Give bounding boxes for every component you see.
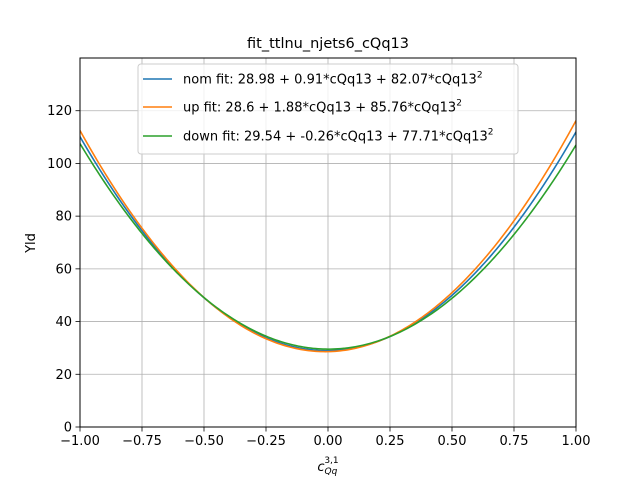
legend-label-1: up fit: 28.6 + 1.88*cQq13 + 85.76*cQq132 bbox=[183, 99, 462, 116]
y-tick-label: 60 bbox=[55, 262, 72, 277]
y-axis: 0 20 40 60 80 100 120 bbox=[47, 104, 80, 436]
x-tick-label: 0.50 bbox=[438, 434, 467, 449]
y-axis-label: Yld bbox=[24, 233, 39, 254]
x-tick-label: −0.75 bbox=[122, 434, 162, 449]
x-axis: −1.00 −0.75 −0.50 −0.25 0.00 0.25 0.50 0.75 1.00 bbox=[60, 427, 590, 449]
x-axis-label: cQq3,1 bbox=[317, 456, 338, 477]
x-tick-label: −0.50 bbox=[184, 434, 224, 449]
x-axis-label-sup: 3,1 bbox=[324, 456, 338, 466]
series-line-1 bbox=[80, 120, 576, 353]
y-tick-label: 40 bbox=[55, 315, 72, 330]
legend-label-0: nom fit: 28.98 + 0.91*cQq13 + 82.07*cQq1… bbox=[183, 71, 483, 88]
series-line-0 bbox=[80, 131, 576, 352]
x-tick-label: 1.00 bbox=[562, 434, 591, 449]
y-tick-label: 20 bbox=[55, 368, 72, 383]
x-tick-label: −1.00 bbox=[60, 434, 100, 449]
chart-title: fit_ttlnu_njets6_cQq13 bbox=[247, 36, 409, 52]
x-tick-label: 0.00 bbox=[314, 434, 343, 449]
series-layer bbox=[80, 120, 576, 353]
y-tick-label: 100 bbox=[47, 157, 72, 172]
x-tick-label: −0.25 bbox=[246, 434, 286, 449]
y-tick-label: 80 bbox=[55, 210, 72, 225]
x-axis-label-base: c bbox=[317, 460, 324, 475]
legend-frame bbox=[137, 63, 519, 155]
legend-label-2: down fit: 29.54 + -0.26*cQq13 + 77.71*cQ… bbox=[183, 128, 493, 145]
series-line-2 bbox=[80, 143, 576, 350]
legend: nom fit: 28.98 + 0.91*cQq13 + 82.07*cQq1… bbox=[137, 63, 519, 155]
x-axis-label-sub: Qq bbox=[325, 467, 338, 477]
x-tick-label: 0.25 bbox=[376, 434, 405, 449]
y-tick-label: 120 bbox=[47, 104, 72, 119]
y-tick-label: 0 bbox=[64, 421, 72, 436]
x-tick-label: 0.75 bbox=[500, 434, 529, 449]
